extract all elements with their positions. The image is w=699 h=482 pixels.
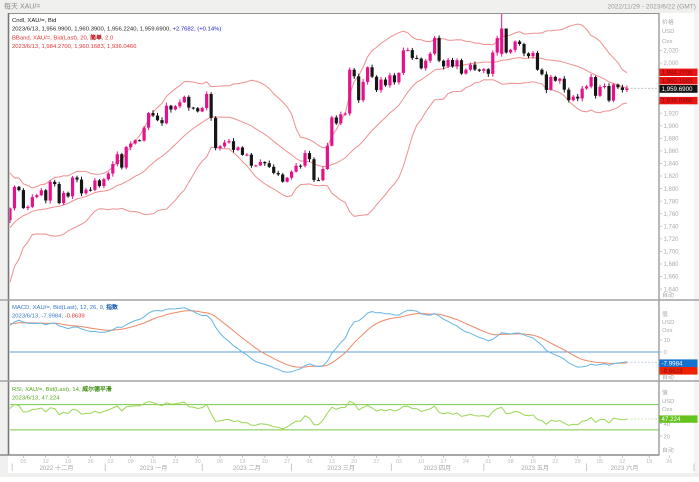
svg-text:每天 XAU/=: 每天 XAU/= [4,2,40,11]
svg-text:1,660: 1,660 [664,275,680,281]
svg-text:02: 02 [108,459,114,465]
svg-text:24: 24 [463,459,469,465]
svg-text:1,936.0466: 1,936.0466 [662,98,694,105]
svg-text:1,900: 1,900 [664,124,680,130]
svg-text:1,959.6900: 1,959.6900 [662,86,694,93]
svg-text:06: 06 [217,459,223,465]
svg-text:2023 五月: 2023 五月 [521,465,549,472]
svg-text:12: 12 [43,459,49,465]
svg-text:1,700: 1,700 [664,250,680,256]
svg-text:12: 12 [619,459,625,465]
svg-text:Ozs: Ozs [662,407,673,413]
svg-text:0: 0 [664,350,668,356]
svg-text:09: 09 [128,459,134,465]
svg-text:-8.8623: -8.8623 [662,368,684,375]
svg-text:1,780: 1,780 [664,199,680,205]
svg-text:40: 40 [664,422,671,428]
svg-text:16: 16 [150,459,156,465]
svg-text:USD: USD [662,29,674,35]
svg-text:MACD, XAU/=, Bid(Last), 12, 26: MACD, XAU/=, Bid(Last), 12, 26, 9, 指数 [12,303,118,311]
svg-text:1,820: 1,820 [664,174,680,180]
svg-text:Ozs: Ozs [662,328,673,334]
svg-text:26: 26 [87,459,93,465]
svg-text:08: 08 [508,459,514,465]
svg-text:2023 三月: 2023 三月 [327,465,355,472]
svg-text:17: 17 [441,459,447,465]
svg-text:15: 15 [530,459,536,465]
svg-text:1,760: 1,760 [664,212,680,218]
svg-text:30: 30 [195,459,201,465]
svg-text:2,000: 2,000 [664,61,680,67]
svg-text:值: 值 [662,389,668,397]
svg-text:20: 20 [262,459,268,465]
svg-text:1,860: 1,860 [664,149,680,155]
svg-text:19: 19 [65,459,71,465]
svg-text:BBand, XAU/=, Bid(Last), 20, 简: BBand, XAU/=, Bid(Last), 20, 简单, 2.0 [12,33,114,41]
svg-text:13: 13 [329,459,335,465]
svg-text:1,740: 1,740 [664,225,680,231]
svg-text:06: 06 [306,459,312,465]
svg-text:USD: USD [662,320,674,326]
svg-text:自动: 自动 [662,446,674,454]
svg-text:26: 26 [666,459,672,465]
svg-text:2023 四月: 2023 四月 [423,465,451,472]
svg-text:05: 05 [20,459,26,465]
svg-text:22: 22 [552,459,558,465]
svg-text:2023/6/13, 1,984.2700, 1,960.1: 2023/6/13, 1,984.2700, 1,960.1683, 1,936… [12,44,137,50]
svg-text:2023/6/13, -7.9984, -0.8639: 2023/6/13, -7.9984, -0.8639 [12,314,85,320]
svg-text:1,920: 1,920 [664,111,680,117]
svg-text:2,020: 2,020 [664,49,680,55]
svg-text:19: 19 [646,459,652,465]
svg-text:2022/11/29 - 2023/6/22 (GMT): 2022/11/29 - 2023/6/22 (GMT) [607,4,696,11]
svg-text:2023/6/13, 1,956.9900, 1,960.3: 2023/6/13, 1,956.9900, 1,960.3900, 1,956… [12,27,221,33]
svg-text:Cndl, XAU/=, Bid: Cndl, XAU/=, Bid [12,18,56,24]
svg-text:Ozs: Ozs [662,39,673,45]
svg-text:23: 23 [172,459,178,465]
svg-text:1,840: 1,840 [664,162,680,168]
svg-text:2023 二月: 2023 二月 [233,465,261,472]
svg-text:2023/6/13, 47.224: 2023/6/13, 47.224 [12,396,60,402]
svg-text:1,984.2700: 1,984.2700 [662,69,694,76]
svg-text:29: 29 [575,459,581,465]
svg-text:1,800: 1,800 [664,187,680,193]
svg-text:USD: USD [662,399,674,405]
svg-text:自动: 自动 [662,291,674,299]
svg-text:20: 20 [664,434,671,440]
svg-text:1,680: 1,680 [664,262,680,268]
svg-text:自动: 自动 [662,373,674,381]
svg-text:27: 27 [373,459,379,465]
svg-text:47.224: 47.224 [662,416,681,423]
svg-text:03: 03 [396,459,402,465]
svg-text:10: 10 [664,338,671,344]
svg-text:2023 一月: 2023 一月 [140,465,168,472]
svg-text:2022 十二月: 2022 十二月 [39,464,73,472]
svg-text:值: 值 [662,310,668,318]
svg-text:27: 27 [284,459,290,465]
svg-text:01: 01 [485,459,491,465]
svg-text:1,960.1683: 1,960.1683 [662,78,694,85]
svg-text:2023 六月: 2023 六月 [611,464,639,472]
svg-text:10: 10 [418,459,424,465]
svg-text:1,720: 1,720 [664,237,680,243]
svg-text:13: 13 [239,459,245,465]
svg-text:1,880: 1,880 [664,137,680,143]
svg-text:1,640: 1,640 [664,287,680,293]
svg-text:-7.9984: -7.9984 [662,360,684,367]
svg-text:RSI, XAU/=, Bid(Last), 14, 威尔德: RSI, XAU/=, Bid(Last), 14, 威尔德平滑 [12,385,112,393]
svg-text:价格: 价格 [662,18,674,26]
svg-text:20: 20 [351,459,357,465]
svg-text:05: 05 [597,459,603,465]
